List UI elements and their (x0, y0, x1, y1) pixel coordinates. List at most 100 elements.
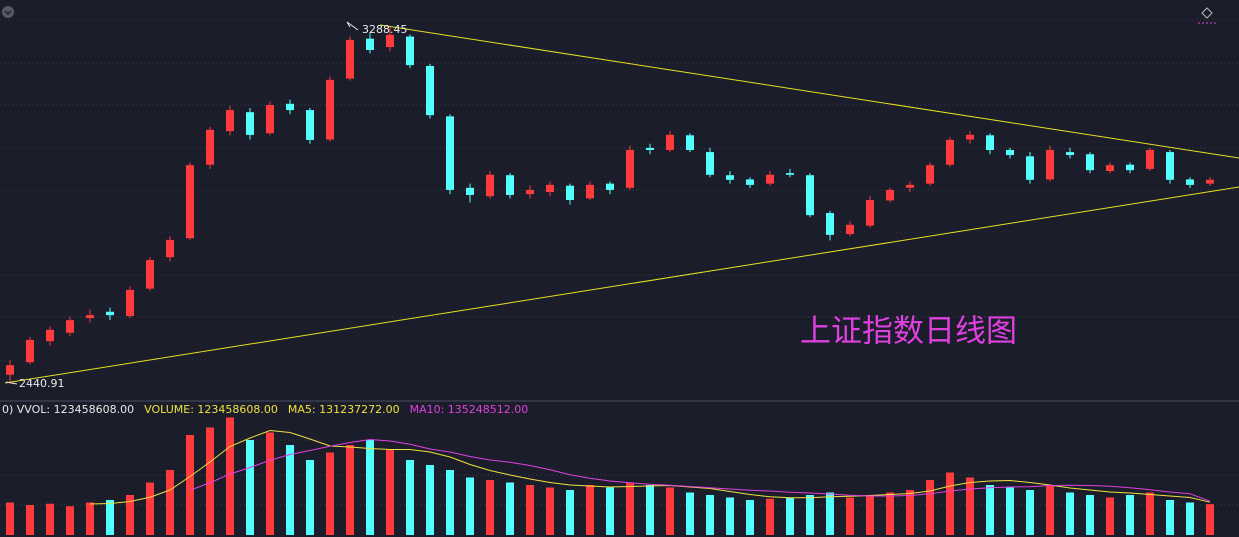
candle-body (466, 187, 474, 195)
candle-body (246, 112, 254, 135)
candle-body (1186, 179, 1194, 185)
candle-body (186, 165, 194, 239)
candle-body (786, 173, 794, 175)
volume-bar (666, 487, 674, 535)
candle-body (306, 110, 314, 140)
candle-body (206, 129, 214, 165)
volume-bar (386, 450, 394, 535)
low-arrow (5, 381, 18, 385)
candle-body (46, 329, 54, 342)
candle-body (1026, 156, 1034, 180)
volume-bar (306, 460, 314, 535)
volume-bar (326, 452, 334, 535)
candle-body (986, 135, 994, 150)
volume-bar (946, 472, 954, 535)
candle-body (1006, 150, 1014, 156)
volume-bar (846, 497, 854, 535)
volume-bar (286, 445, 294, 535)
candle-body (226, 110, 234, 132)
volume-bar (1126, 495, 1134, 535)
volume-bar (826, 492, 834, 535)
candle-body (66, 320, 74, 333)
candle-body (1166, 152, 1174, 180)
candle-body (126, 289, 134, 316)
volume-bar (546, 487, 554, 535)
volume-bar (606, 487, 614, 535)
candle-body (966, 134, 974, 140)
volume-bar (526, 485, 534, 535)
candle-body (266, 105, 274, 134)
candle-body (766, 174, 774, 184)
high-label: 3288.45 (362, 23, 408, 36)
volume-bar (586, 485, 594, 535)
volume-bar (806, 495, 814, 535)
volume-bar (486, 480, 494, 535)
volume-bar (966, 477, 974, 535)
candle-body (686, 135, 694, 150)
volume-bar (466, 477, 474, 535)
candle-body (1086, 154, 1094, 171)
candle-body (726, 175, 734, 180)
candle-body (1206, 179, 1214, 184)
volume-bar (246, 440, 254, 535)
candle-body (146, 260, 154, 289)
candle-body (586, 184, 594, 199)
candle-body (326, 79, 334, 140)
candle-body (846, 224, 854, 235)
support-trendline (4, 186, 1239, 384)
legend-entry: MA10: 135248512.00 (410, 403, 529, 416)
volume-bar (626, 482, 634, 535)
candle-body (906, 184, 914, 188)
volume-bar (206, 427, 214, 535)
legend-entry: VOLUME: 123458608.00 (144, 403, 278, 416)
volume-bar (1186, 502, 1194, 535)
volume-bar (1086, 495, 1094, 535)
candle-body (486, 174, 494, 197)
candle-body (866, 200, 874, 226)
candle-body (346, 39, 354, 79)
candle-body (1046, 150, 1054, 180)
candle-body (386, 34, 394, 48)
candle-body (746, 179, 754, 185)
volume-bar (86, 502, 94, 535)
volume-bar (786, 497, 794, 535)
candle-body (526, 189, 534, 195)
collapse-button[interactable] (2, 6, 14, 18)
volume-bar (686, 492, 694, 535)
volume-bar (46, 503, 54, 535)
volume-bars (6, 417, 1214, 535)
diamond-icon[interactable] (1201, 7, 1213, 19)
volume-bar (426, 465, 434, 535)
candle-body (1106, 165, 1114, 172)
collapse-icon (4, 10, 12, 16)
candle-body (406, 36, 414, 66)
ma-line (189, 438, 1211, 502)
high-arrow (346, 21, 359, 31)
volume-bar (506, 482, 514, 535)
volume-bar (766, 498, 774, 535)
candle-body (1126, 164, 1134, 171)
candle-body (606, 183, 614, 190)
volume-bar (986, 485, 994, 535)
volume-bar (66, 506, 74, 535)
candle-body (886, 189, 894, 201)
candle-body (566, 185, 574, 200)
volume-bar (446, 470, 454, 535)
candle-body (706, 152, 714, 175)
candle-body (166, 239, 174, 258)
volume-bar (1146, 492, 1154, 535)
resistance-trendline (379, 24, 1239, 159)
candle-body (546, 184, 554, 193)
volume-bar (126, 495, 134, 535)
candle-body (446, 116, 454, 190)
candle-body (826, 213, 834, 235)
candle-body (1066, 152, 1074, 156)
volume-bar (146, 482, 154, 535)
candle-body (106, 311, 114, 316)
volume-bar (1026, 490, 1034, 535)
candle-body (926, 165, 934, 184)
chart-title: 上证指数日线图 (800, 314, 1017, 350)
candle-body (286, 103, 294, 111)
candle-body (86, 315, 94, 319)
